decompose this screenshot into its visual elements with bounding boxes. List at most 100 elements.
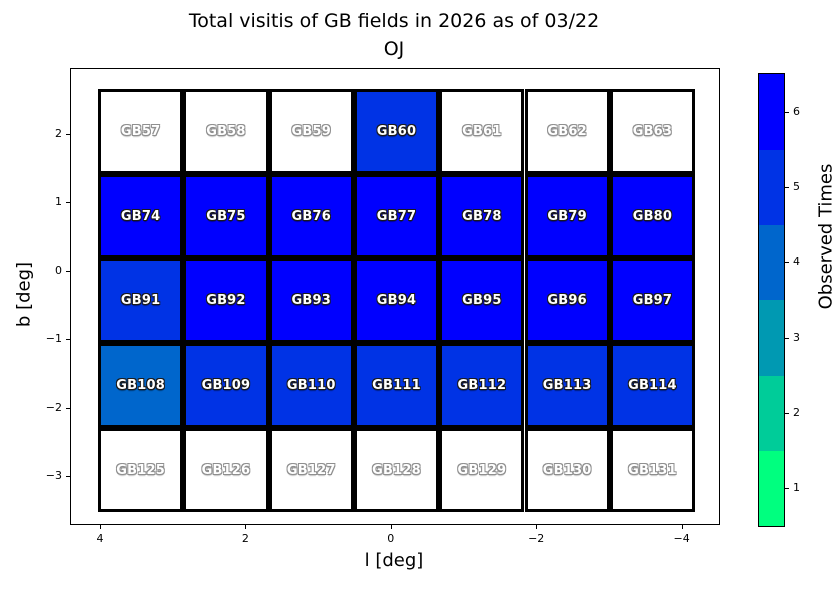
field-cell: GB97: [609, 258, 696, 344]
field-label: GB80: [632, 208, 673, 224]
field-label: GB93: [291, 293, 331, 309]
field-cell: GB111: [353, 343, 440, 428]
field-cell: GB77: [353, 173, 440, 259]
y-tick-label: 1: [55, 195, 62, 209]
y-tick-label: 2: [55, 127, 62, 141]
y-tick-label: −1: [45, 332, 62, 346]
field-cell: GB126: [183, 427, 269, 513]
field-cell: GB125: [98, 427, 184, 513]
x-tick-mark: [390, 525, 392, 529]
field-label: GB74: [120, 208, 161, 224]
field-label: GB96: [547, 293, 587, 309]
field-label: GB57: [120, 123, 161, 139]
colorbar-tick-label: 2: [793, 406, 800, 420]
field-label: GB125: [116, 462, 165, 478]
y-tick-mark: [66, 270, 70, 272]
field-cell: GB112: [439, 343, 525, 428]
field-label: GB111: [372, 377, 421, 393]
field-label: GB58: [206, 123, 246, 139]
field-cell: GB110: [268, 343, 354, 428]
field-label: GB114: [628, 377, 677, 393]
colorbar-tick-mark: [785, 187, 789, 188]
colorbar-tick-mark: [785, 413, 789, 414]
colorbar-tick-label: 1: [793, 481, 800, 495]
colorbar-segment: [759, 224, 784, 301]
field-cell: GB129: [439, 427, 525, 513]
field-cell: GB130: [524, 427, 610, 513]
field-label: GB76: [291, 208, 331, 224]
y-tick-mark: [66, 476, 70, 477]
field-cell: GB74: [98, 173, 184, 259]
colorbar-tick-label: 5: [793, 180, 800, 194]
y-tick-label: −2: [45, 400, 62, 414]
colorbar: 1 2 3 4 5 6: [758, 73, 800, 527]
field-label: GB113: [542, 377, 592, 393]
field-label: GB126: [201, 462, 251, 478]
field-label: GB108: [116, 377, 165, 393]
field-cell: GB91: [98, 258, 184, 344]
field-cell: GB78: [439, 173, 525, 259]
field-label: GB92: [206, 293, 246, 309]
y-tick-label: 0: [55, 264, 62, 278]
field-cell: GB94: [353, 258, 440, 344]
field-cell: GB93: [268, 258, 354, 344]
field-label: GB91: [120, 293, 161, 309]
field-label: GB97: [632, 293, 673, 309]
colorbar-tick-label: 3: [793, 330, 800, 344]
field-label: GB63: [632, 123, 673, 139]
x-tick-label: 0: [387, 532, 395, 545]
plot-area: GB57 GB58 GB59 GB60 GB61 GB62 GB63 GB74 GB75 GB76…: [46, 68, 720, 545]
field-label: GB59: [291, 123, 331, 139]
field-label: GB79: [547, 208, 587, 224]
chart-title-line1: Total visitis of GB fields in 2026 as of…: [188, 10, 600, 32]
y-tick-mark: [66, 339, 70, 341]
x-tick-mark: [681, 525, 683, 529]
field-cell: GB108: [98, 343, 184, 428]
x-tick-label: 4: [96, 532, 104, 545]
colorbar-segment: [759, 375, 784, 452]
field-cell: GB114: [609, 343, 696, 428]
field-label: GB62: [547, 123, 587, 139]
colorbar-tick-mark: [785, 337, 789, 339]
field-cell: GB92: [183, 258, 269, 344]
field-cell: GB62: [524, 89, 610, 174]
field-cell: GB80: [609, 173, 696, 259]
field-cell: GB79: [524, 173, 610, 259]
colorbar-label: Observed Times: [815, 163, 835, 310]
field-label: GB127: [286, 462, 336, 478]
field-cell: GB131: [609, 427, 696, 513]
colorbar-tick-mark: [785, 111, 789, 113]
y-tick-mark: [66, 407, 70, 409]
x-tick-label: −2: [528, 532, 545, 545]
field-cell: GB76: [268, 173, 354, 259]
field-label: GB94: [376, 293, 417, 309]
y-tick-label: −3: [45, 469, 62, 483]
y-axis-label: b [deg]: [13, 261, 35, 328]
field-cell: GB128: [353, 427, 440, 513]
colorbar-tick-label: 4: [793, 255, 800, 269]
x-axis-label: l [deg]: [364, 550, 424, 571]
field-cell: GB127: [268, 427, 354, 513]
field-cell: GB63: [609, 89, 696, 174]
x-tick-label: −4: [673, 532, 690, 545]
y-tick-mark: [66, 134, 70, 135]
colorbar-segment: [759, 149, 784, 226]
field-label: GB77: [376, 208, 417, 224]
field-label: GB109: [201, 377, 251, 393]
field-label: GB78: [462, 208, 502, 224]
field-cell: GB60: [353, 89, 440, 174]
field-cell: GB58: [183, 89, 269, 174]
field-label: GB112: [457, 377, 507, 393]
field-label: GB130: [542, 462, 592, 478]
field-cell: GB95: [439, 258, 525, 344]
field-cell: GB59: [268, 89, 354, 174]
field-label: GB60: [376, 123, 417, 139]
x-tick-mark: [536, 525, 538, 529]
x-tick-mark: [100, 525, 101, 529]
field-label: GB129: [457, 462, 507, 478]
field-cell: GB96: [524, 258, 610, 344]
colorbar-segment: [759, 74, 784, 150]
colorbar-tick-label: 6: [793, 104, 800, 118]
field-label: GB95: [462, 293, 502, 309]
